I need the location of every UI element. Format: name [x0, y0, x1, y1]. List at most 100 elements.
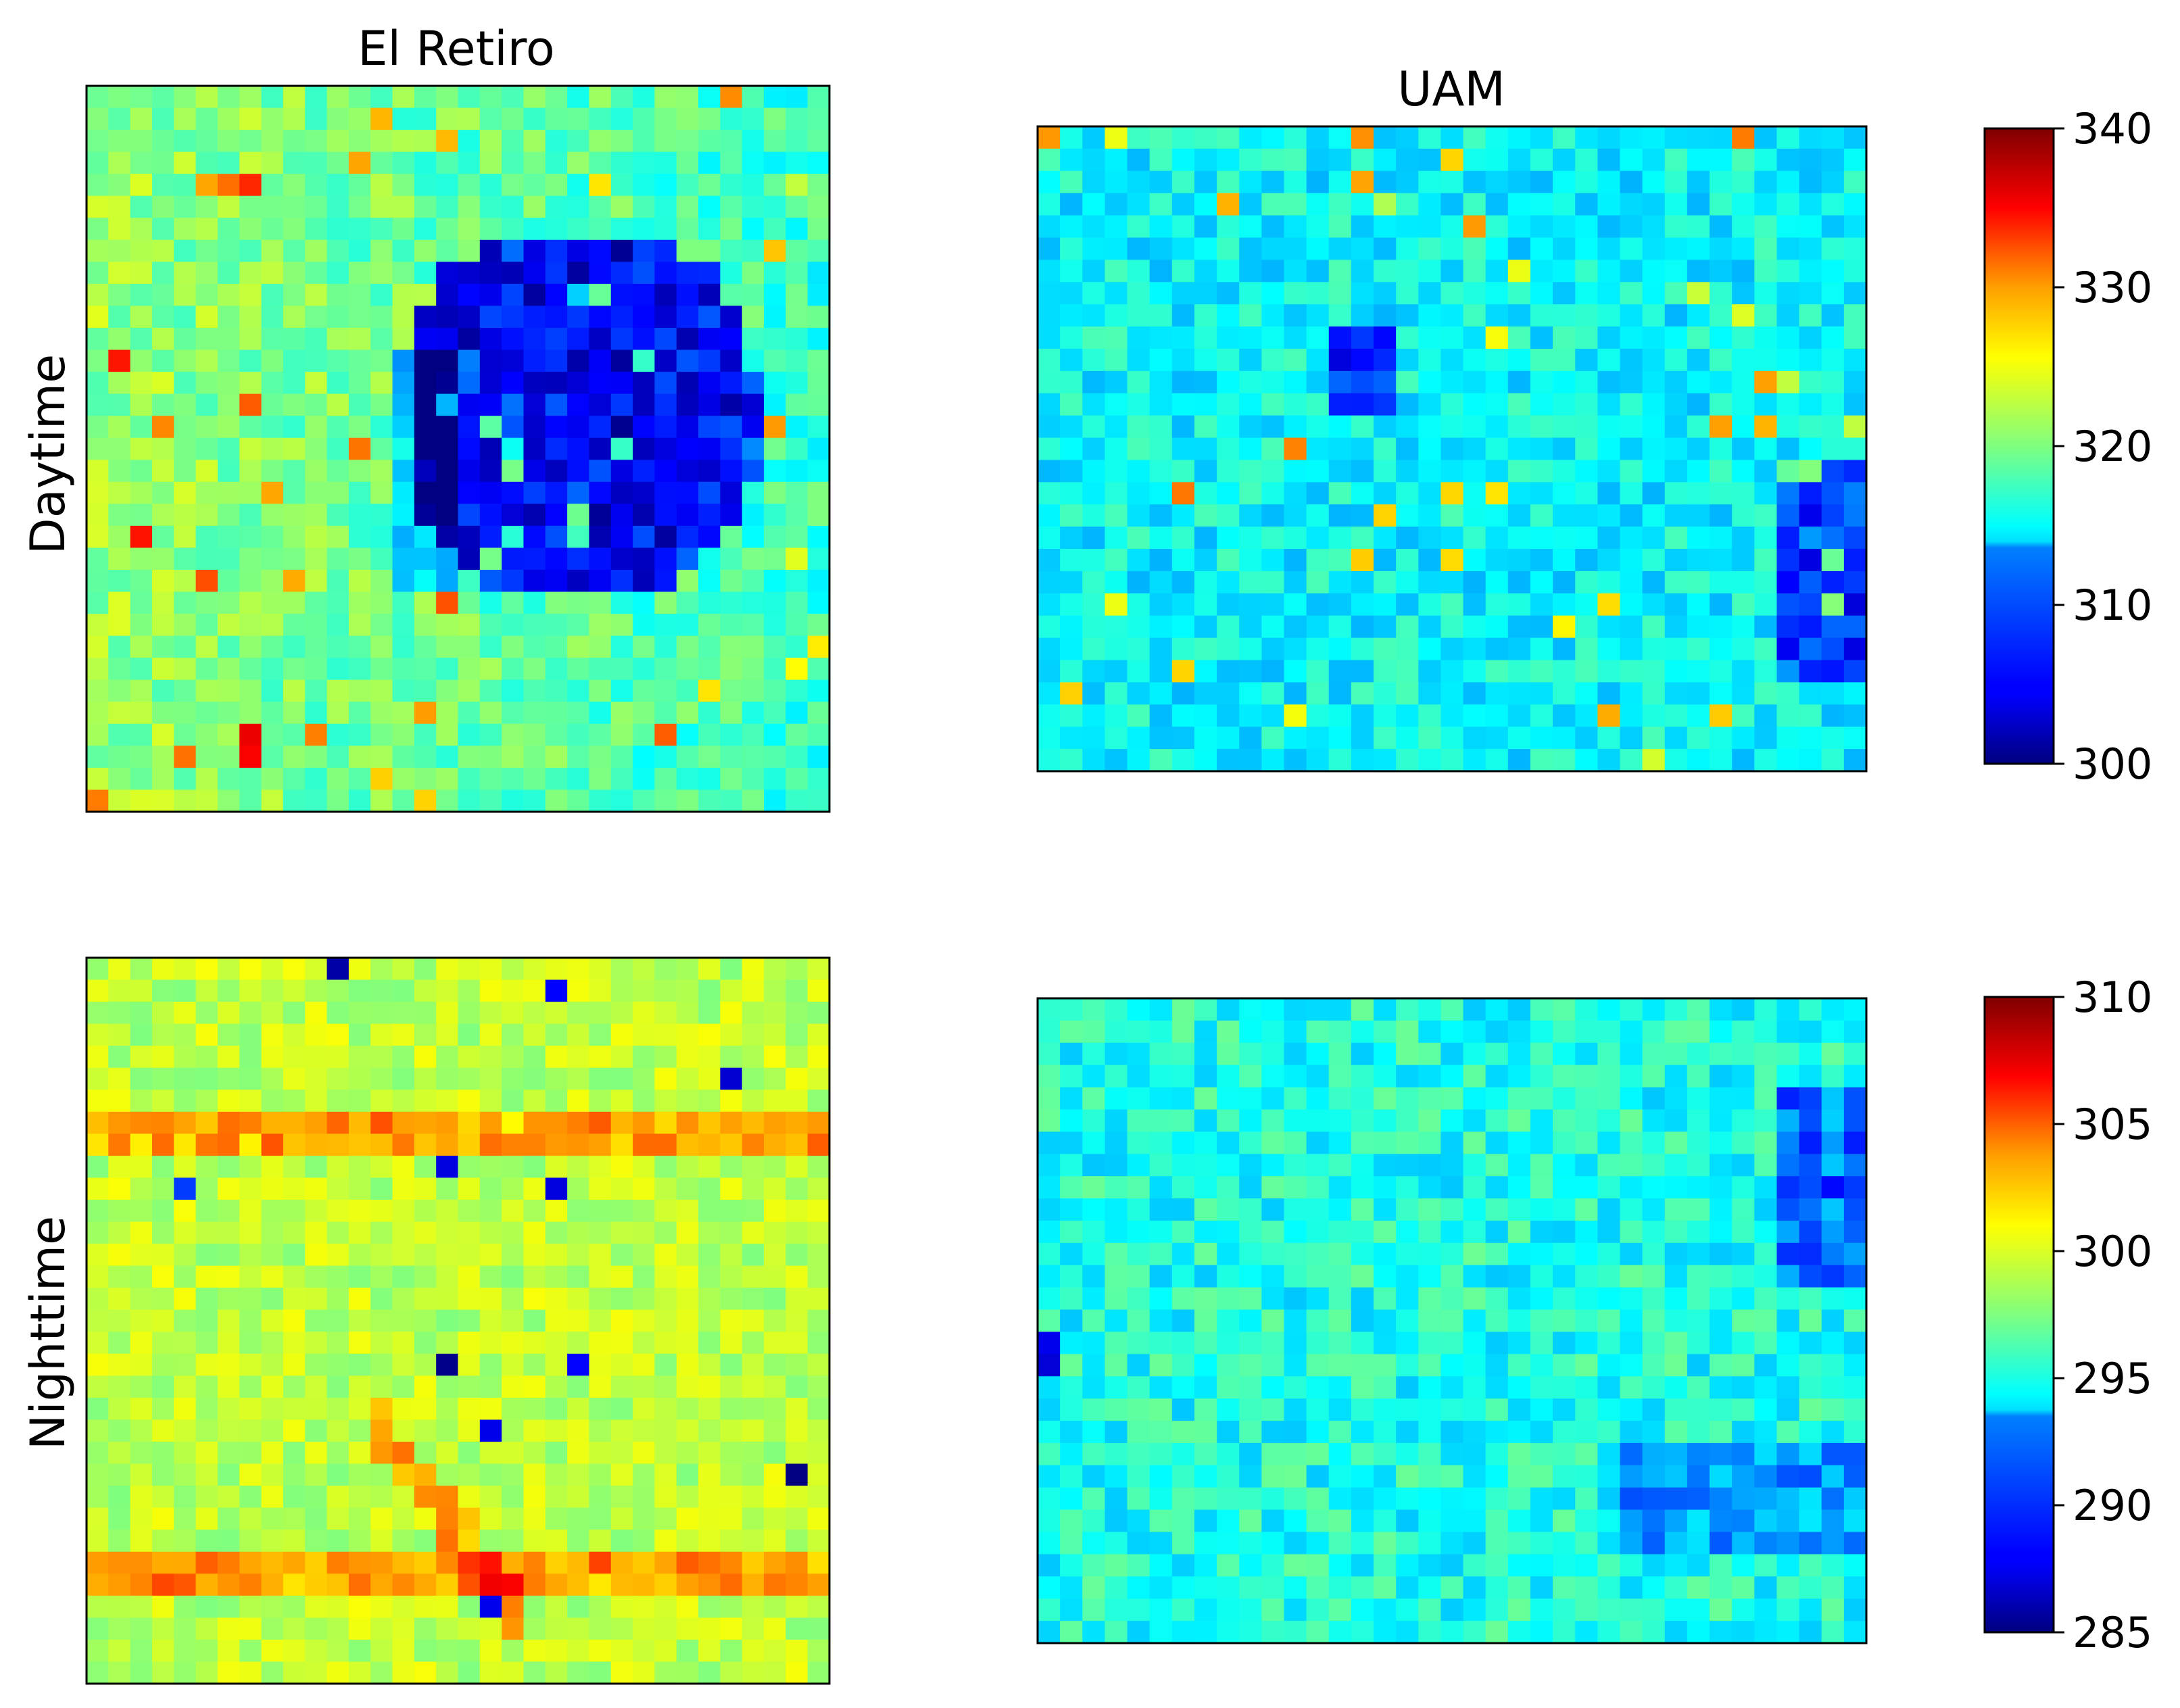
- heatmap-cell: [654, 679, 677, 702]
- heatmap-cell: [261, 1595, 284, 1618]
- heatmap-cell: [807, 1133, 830, 1156]
- heatmap-cell: [392, 1133, 415, 1156]
- heatmap-cell: [1799, 527, 1822, 550]
- heatmap-cell: [1485, 1154, 1509, 1177]
- heatmap-cell: [414, 1595, 437, 1618]
- heatmap-cell: [785, 1595, 808, 1618]
- heatmap-cell: [217, 1486, 240, 1509]
- heatmap-cell: [1440, 1109, 1464, 1132]
- heatmap-cell: [87, 1639, 109, 1663]
- heatmap-cell: [589, 416, 612, 439]
- heatmap-cell: [1082, 549, 1106, 572]
- heatmap-cell: [545, 218, 568, 241]
- heatmap-cell: [479, 86, 502, 109]
- heatmap-cell: [676, 1551, 699, 1574]
- heatmap-cell: [1687, 637, 1710, 661]
- heatmap-cell: [610, 460, 633, 483]
- heatmap-cell: [545, 1419, 568, 1442]
- heatmap-cell: [545, 658, 568, 681]
- heatmap-cell: [1149, 1599, 1173, 1621]
- heatmap-cell: [326, 1397, 349, 1421]
- heatmap-cell: [1060, 1176, 1083, 1199]
- heatmap-cell: [130, 151, 153, 174]
- heatmap-cell: [1530, 1487, 1553, 1511]
- heatmap-cell: [545, 262, 568, 285]
- heatmap-cell: [217, 1111, 240, 1134]
- heatmap-cell: [239, 1332, 262, 1355]
- heatmap-cell: [458, 1265, 481, 1288]
- heatmap-cell: [1418, 998, 1442, 1021]
- heatmap-cell: [326, 1639, 349, 1663]
- heatmap-cell: [479, 1419, 502, 1442]
- heatmap-cell: [1507, 1198, 1531, 1221]
- heatmap-cell: [633, 702, 656, 725]
- heatmap-cell: [1485, 1242, 1509, 1266]
- heatmap-cell: [283, 1353, 306, 1376]
- heatmap-cell: [305, 1375, 328, 1398]
- heatmap-cell: [348, 1090, 371, 1113]
- heatmap-cell: [545, 1309, 568, 1332]
- heatmap-cell: [261, 525, 284, 549]
- heatmap-cell: [654, 349, 677, 372]
- heatmap-cell: [1328, 1265, 1352, 1288]
- heatmap-cell: [698, 767, 721, 791]
- heatmap-cell: [1105, 460, 1128, 483]
- heatmap-cell: [1821, 1532, 1845, 1555]
- heatmap-cell: [1038, 682, 1061, 705]
- heatmap-cell: [1396, 1532, 1419, 1555]
- heatmap-cell: [676, 1288, 699, 1311]
- heatmap-cell: [698, 1309, 721, 1332]
- heatmap-cell: [676, 979, 699, 1002]
- heatmap-cell: [1194, 148, 1217, 172]
- heatmap-cell: [764, 723, 786, 746]
- heatmap-cell: [654, 1617, 677, 1640]
- heatmap-cell: [1217, 215, 1240, 239]
- heatmap-cell: [589, 1067, 612, 1090]
- heatmap-cell: [414, 1023, 437, 1046]
- heatmap-cell: [414, 107, 437, 130]
- heatmap-cell: [239, 1486, 262, 1509]
- heatmap-cell: [1821, 749, 1845, 772]
- heatmap-cell: [1082, 682, 1106, 705]
- heatmap-cell: [567, 174, 590, 197]
- heatmap-cell: [676, 1067, 699, 1090]
- heatmap-cell: [1732, 1599, 1755, 1621]
- heatmap-cell: [1418, 1421, 1442, 1444]
- heatmap-cell: [1149, 482, 1173, 505]
- heatmap-cell: [130, 1486, 153, 1509]
- heatmap-cell: [1597, 593, 1621, 616]
- heatmap-cell: [633, 1309, 656, 1332]
- heatmap-cell: [326, 437, 349, 460]
- heatmap-cell: [764, 151, 786, 174]
- heatmap-cell: [1351, 1131, 1374, 1154]
- heatmap-cell: [1418, 1621, 1442, 1644]
- heatmap-cell: [1642, 1287, 1666, 1311]
- heatmap-cell: [1776, 1220, 1800, 1244]
- heatmap-cell: [1507, 1576, 1531, 1599]
- heatmap-cell: [108, 1530, 131, 1553]
- heatmap-cell: [305, 746, 328, 768]
- heatmap-cell: [523, 1002, 546, 1025]
- heatmap-cell: [370, 1090, 393, 1113]
- heatmap-cell: [458, 1200, 481, 1223]
- heatmap-cell: [1597, 126, 1621, 149]
- heatmap-cell: [1575, 370, 1598, 394]
- heatmap-cell: [1687, 1087, 1710, 1111]
- heatmap-cell: [1149, 1576, 1173, 1599]
- heatmap-cell: [1060, 1087, 1083, 1111]
- heatmap-cell: [1575, 148, 1598, 172]
- heatmap-cell: [1105, 1109, 1128, 1132]
- heatmap-cell: [1217, 1509, 1240, 1533]
- heatmap-cell: [130, 1002, 153, 1025]
- heatmap-cell: [698, 979, 721, 1002]
- heatmap-cell: [1171, 1465, 1195, 1488]
- heatmap-cell: [1306, 1265, 1330, 1288]
- heatmap-cell: [742, 1067, 765, 1090]
- heatmap-cell: [1440, 1532, 1464, 1555]
- heatmap-cell: [1620, 1576, 1643, 1599]
- heatmap-cell: [1194, 549, 1217, 572]
- heatmap-cell: [1843, 170, 1867, 194]
- heatmap-cell: [1038, 1599, 1061, 1621]
- heatmap-cell: [130, 1046, 153, 1069]
- heatmap-cell: [305, 1111, 328, 1134]
